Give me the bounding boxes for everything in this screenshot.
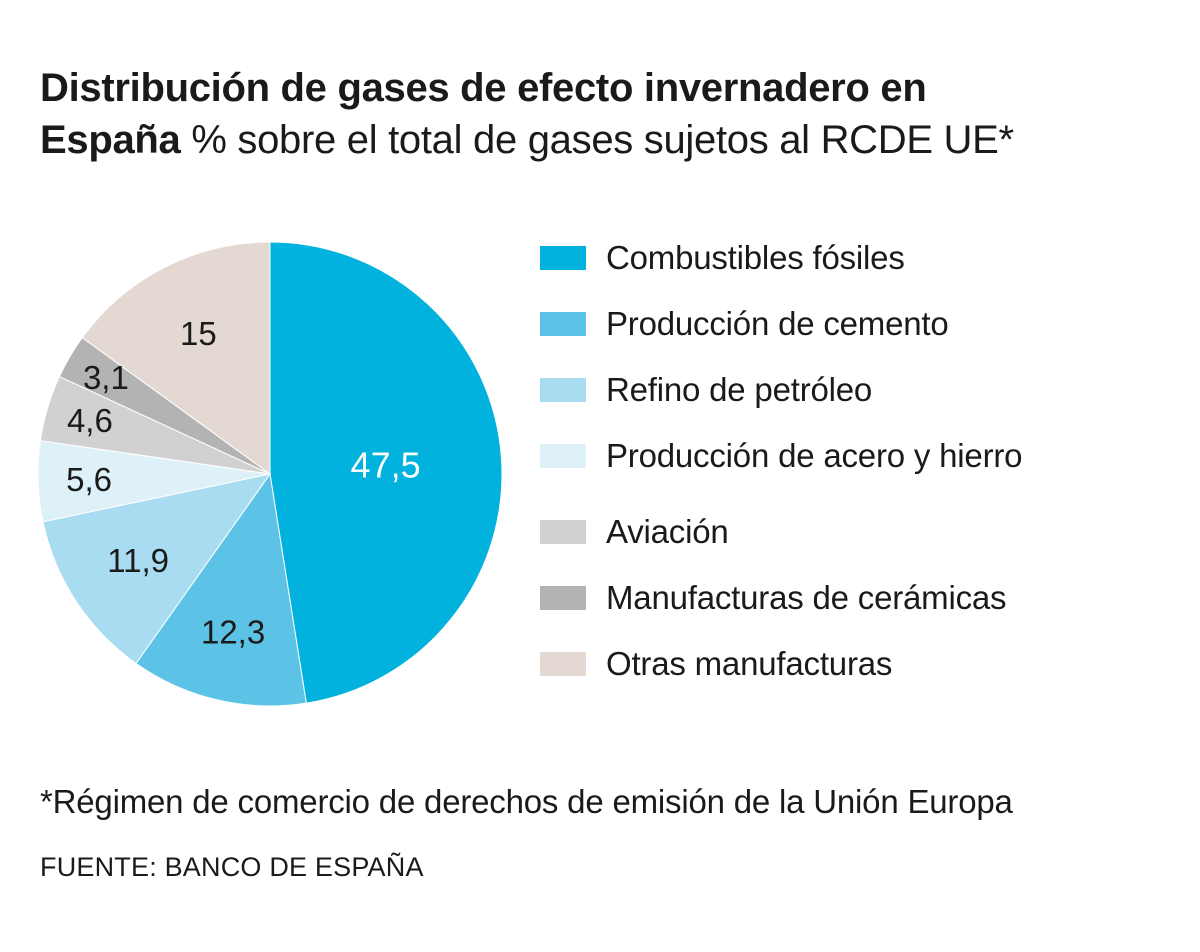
pie-slices [37,241,503,707]
chart-subtitle: % sobre el total de gases sujetos al RCD… [180,118,1014,162]
pie-slice-label-2: 12,3 [201,614,265,651]
legend-item-2: Producción de cemento [540,304,949,344]
chart-title-line2: España % sobre el total de gases sujetos… [40,114,1160,166]
legend-label: Otras manufacturas [606,645,893,682]
legend-item-6: Manufacturas de cerámicas [540,578,1007,618]
legend-swatch [540,444,586,468]
pie-slice-3 [42,473,272,665]
pie-slice-label-4: 5,6 [66,461,112,498]
legend-swatch [540,586,586,610]
chart-title: Distribución de gases de efecto invernad… [40,62,1160,166]
pie-slice-7 [81,241,271,475]
pie-slice-label-6: 3,1 [83,359,129,396]
legend-label: Manufacturas de cerámicas [606,579,1007,616]
legend-item-7: Otras manufacturas [540,644,892,684]
pie-slice-label-5: 4,6 [67,402,113,439]
legend-item-5: Aviación [540,512,729,552]
legend-label: Producción de acero y hierro [606,437,1023,474]
legend-item-1: Combustibles fósiles [540,238,905,278]
footnote: *Régimen de comercio de derechos de emis… [40,783,1013,820]
legend-swatch [540,312,586,336]
legend-label: Aviación [606,513,729,550]
pie-slice-label-7: 15 [180,315,217,352]
legend-swatch [540,520,586,544]
legend-item-4: Producción de acero y hierro [540,436,1022,476]
pie-slice-label-3: 11,9 [107,542,169,579]
chart-title-country: España [40,118,181,162]
legend-label: Combustibles fósiles [606,239,905,276]
legend-swatch [540,378,586,402]
chart-title-line1: Distribución de gases de efecto invernad… [40,66,927,110]
pie-slice-1 [269,241,503,704]
pie-labels: 47,5 12,3 11,9 5,6 4,6 3,1 15 [66,315,420,651]
source-credit: FUENTE: BANCO DE ESPAÑA [40,852,424,882]
legend-label: Producción de cemento [606,305,949,342]
legend-swatch [540,652,586,676]
pie-chart: 47,5 12,3 11,9 5,6 4,6 3,1 15 [37,241,503,707]
pie-slice-2 [135,472,307,707]
pie-slice-label-1: 47,5 [351,444,421,485]
legend-item-3: Refino de petróleo [540,370,872,410]
legend-label: Refino de petróleo [606,371,873,408]
legend-swatch [540,246,586,270]
